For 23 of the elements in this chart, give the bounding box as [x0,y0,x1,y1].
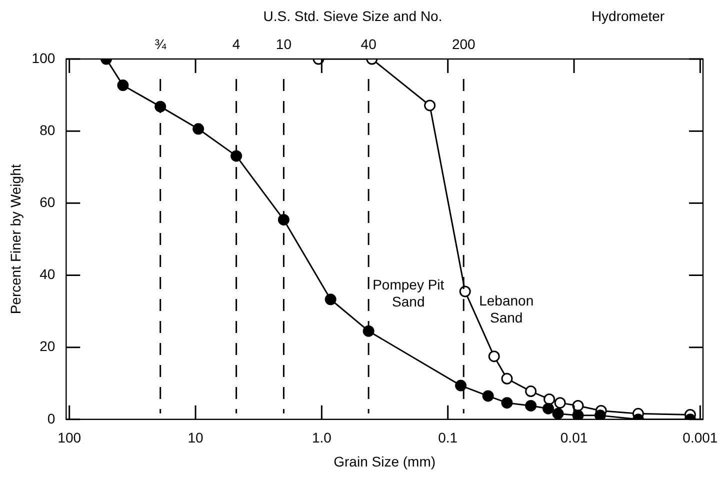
x-tick-label: 1.0 [312,430,332,446]
text: 200 [452,36,476,52]
text: 10 [276,36,292,52]
series-label: Lebanon Sand [479,292,534,326]
y-tick-label: 80 [40,122,56,138]
y-tick-label: 0 [47,410,56,426]
x2-axis-title: U.S. Std. Sieve Size and No. [263,8,442,24]
y-tick-label: 60 [40,194,56,210]
x-tick-label: 10 [188,430,204,446]
y-axis-title: Percent Finer by Weight [7,164,24,314]
text: ¾ [154,36,167,52]
y-tick-label: 40 [40,266,56,282]
y-tick-label: 100 [32,50,56,66]
series-label: Pompey Pit Sand [372,276,444,310]
y-tick-label: 20 [40,338,56,354]
x-tick-label: 100 [58,430,82,446]
x-tick-label: 0.001 [682,430,718,446]
x-tick-label: 0.01 [560,430,588,446]
text: 4 [232,36,240,52]
x-tick-label: 0.1 [438,430,458,446]
text: Hydrometer [591,8,665,24]
x-axis-title: Grain Size (mm) [334,453,436,470]
text: 40 [360,36,377,52]
